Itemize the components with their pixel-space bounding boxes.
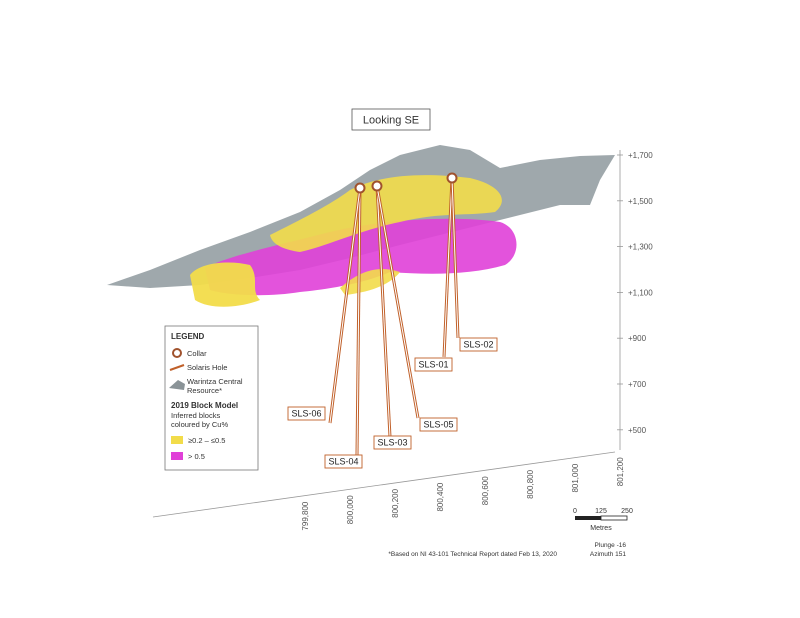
view-title: Looking SE [363,115,419,127]
easting-label: 800,800 [526,469,535,498]
title-box [351,108,431,131]
legend-collar-icon [172,348,182,358]
hole-label-box [414,357,453,372]
block-low-grade [190,262,260,307]
generated: +1,700 +1,500 +1,300 +1,100 +900 +700 +500 799,… [287,151,653,531]
hole-label: SLS-02 [463,340,493,350]
legend-low-swatch [171,436,183,444]
azimuth: Azimuth 151 [590,551,627,558]
drill-hole-core [329,187,361,424]
drill-hole-core [451,177,459,339]
scale-bar-dark [575,516,601,520]
legend-high-swatch [171,452,183,460]
hole-label: SLS-06 [291,409,321,419]
legend-box [164,325,259,471]
collar [371,180,383,192]
legend-resource-icon [169,380,185,390]
hole-label-box [459,337,498,352]
easting-label: 801,200 [616,457,625,486]
elevation-label: +900 [628,334,647,343]
hole-label-box [287,406,326,421]
drill-hole-core [376,185,391,438]
plunge: Plunge -16 [595,542,627,549]
hole-label-box [419,417,458,432]
block-low-grade [340,268,400,295]
easting-label: 800,600 [481,476,490,505]
scale-unit: Metres [590,525,612,532]
hole-label: SLS-01 [418,360,448,370]
elevation-label: +1,100 [628,288,653,297]
scale-tick: 125 [595,508,607,515]
block-high-grade [205,218,517,296]
footnote: *Based on NI 43-101 Technical Report dat… [388,551,557,558]
elevation-label: +500 [628,426,647,435]
hole-label-box [373,435,412,450]
hole-label: SLS-03 [377,438,407,448]
elevation-label: +700 [628,380,647,389]
elevation-label: +1,300 [628,243,653,252]
easting-label: 801,000 [571,463,580,492]
elevation-label: +1,700 [628,151,653,160]
hole-label-box [324,454,363,469]
legend-hole-icon [169,364,185,371]
legend-label: Inferred blocks coloured by Cu% [171,411,228,429]
legend-label: Solaris Hole [187,363,227,372]
block-low-grade [270,175,502,252]
legend-subtitle: 2019 Block Model [171,401,238,410]
drill-hole-core [443,177,453,358]
drill-hole-core [356,187,361,456]
easting-label: 800,400 [436,482,445,511]
hole-label: SLS-05 [423,420,453,430]
legend-label: ≥0.2 – ≤0.5 [188,436,225,445]
legend-label: Warintza Central Resource* [187,377,243,395]
collar [446,172,458,184]
collar [354,182,366,194]
legend-label: Collar [187,349,207,358]
scale-tick: 0 [573,508,577,515]
elevation-label: +1,500 [628,197,653,206]
easting-axis [152,451,616,518]
scale-bar-light [600,515,628,521]
scale-tick: 250 [621,508,633,515]
easting-label: 799,800 [301,501,310,530]
legend-title: LEGEND [171,332,205,341]
drill-hole-core [376,185,419,419]
legend-label: > 0.5 [188,452,205,461]
easting-label: 800,000 [346,495,355,524]
hole-label: SLS-04 [328,457,358,467]
easting-label: 800,200 [391,488,400,517]
